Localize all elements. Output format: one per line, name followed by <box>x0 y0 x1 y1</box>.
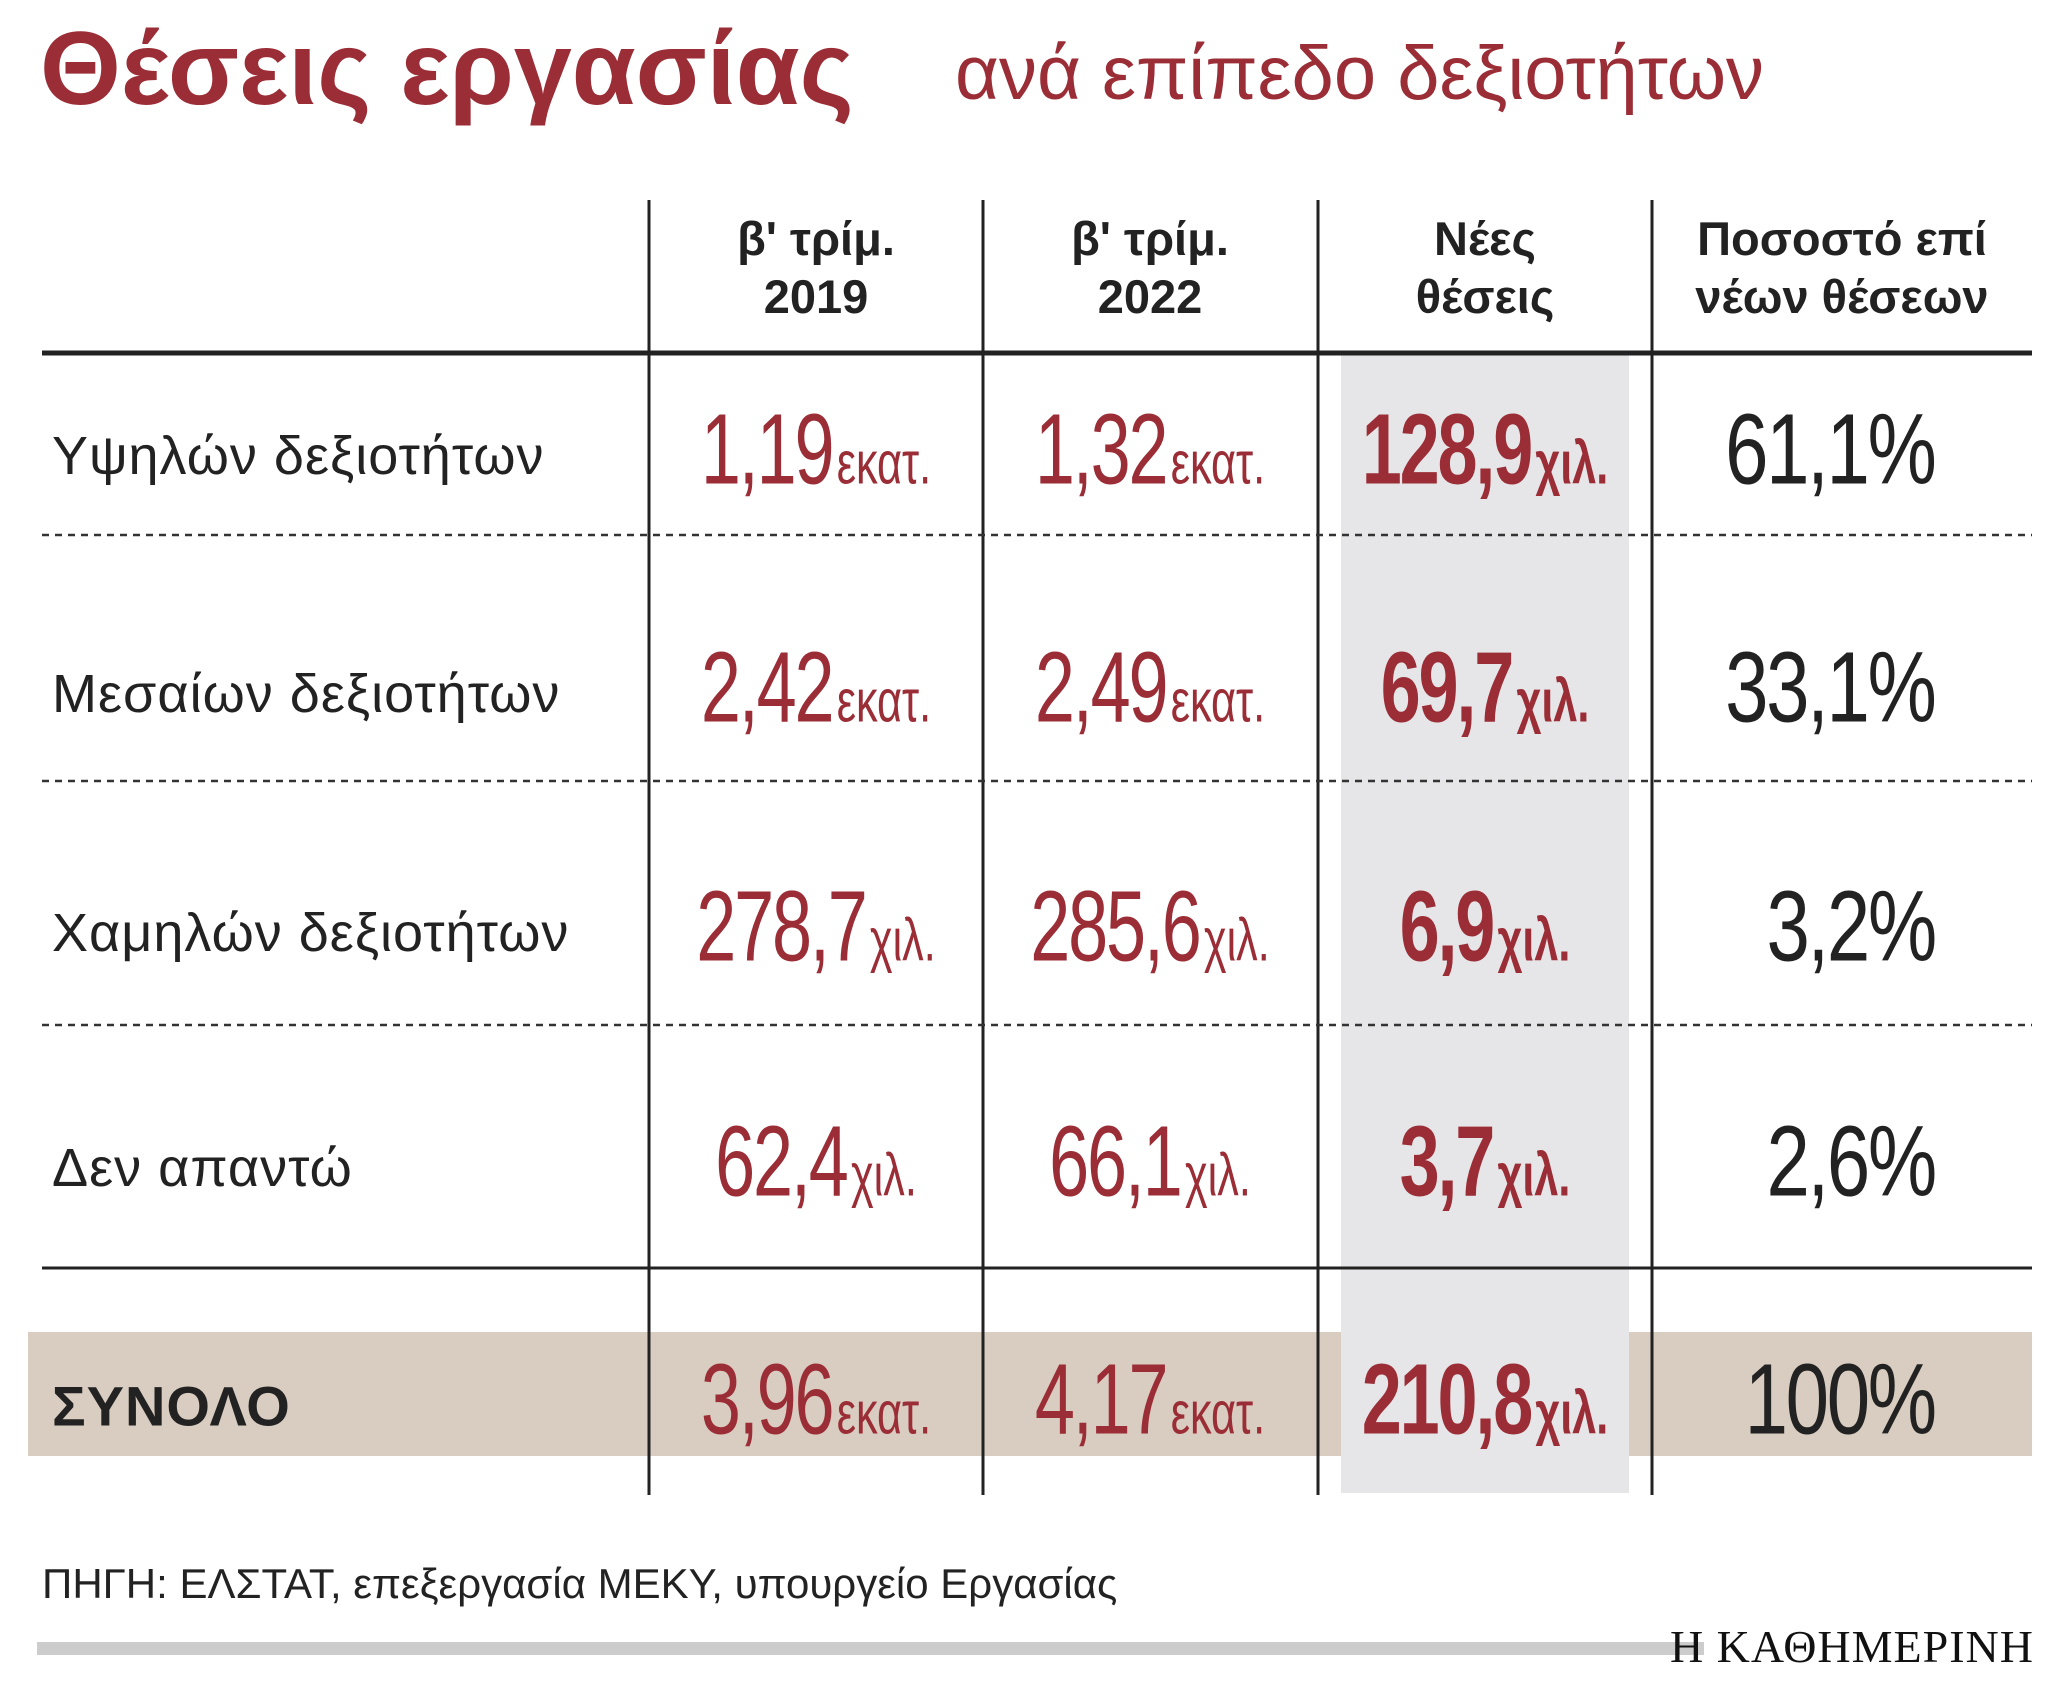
cell-value: 1,19 <box>700 393 835 506</box>
header-line: νέων θέσεων <box>1695 270 1989 323</box>
footer-bar <box>37 1642 1704 1655</box>
cell: 1,32εκατ. <box>1035 393 1265 508</box>
cell-value: 69,7 <box>1380 631 1515 744</box>
header-line: 2022 <box>1097 270 1203 323</box>
highlight-column <box>1341 353 1629 1493</box>
header-line: Νέες <box>1434 212 1536 265</box>
cell-unit: χιλ. <box>1535 429 1609 497</box>
cell-unit: χιλ. <box>1497 906 1571 974</box>
column-header: β' τρίμ. 2019 <box>737 210 895 326</box>
column-header: Νέες θέσεις <box>1416 210 1555 326</box>
cell-unit: χιλ. <box>1516 667 1590 735</box>
cell-unit: χιλ. <box>1535 1379 1609 1447</box>
cell-value: 66,1 <box>1049 1105 1183 1218</box>
cell: 4,17εκατ. <box>1035 1343 1265 1458</box>
header-line: θέσεις <box>1415 270 1555 323</box>
cell-unit: χιλ. <box>1497 1141 1571 1209</box>
cell: 2,49εκατ. <box>1035 631 1265 746</box>
cell-unit: εκατ. <box>1170 1379 1266 1447</box>
cell: 6,9χιλ. <box>1400 870 1571 985</box>
cell: 3,2% <box>1766 870 1938 985</box>
cell: 2,6% <box>1766 1105 1938 1220</box>
cell: 66,1χιλ. <box>1049 1105 1251 1220</box>
brand: Η ΚΑΘΗΜΕΡΙΝΗ <box>1669 1621 2034 1672</box>
header-line: 2019 <box>763 270 869 323</box>
cell-value: 3,7 <box>1399 1105 1496 1218</box>
total-band <box>1629 1332 2032 1456</box>
row-label: ΣΥΝΟΛΟ <box>52 1374 291 1438</box>
cell: 210,8χιλ. <box>1362 1343 1609 1458</box>
cell: 285,6χιλ. <box>1030 870 1270 985</box>
cell: 2,42εκατ. <box>701 631 931 746</box>
cell: 128,9χιλ. <box>1362 393 1609 508</box>
row-label: Δεν απαντώ <box>52 1138 353 1198</box>
cell-unit: εκατ. <box>1170 429 1266 497</box>
row-label: Χαμηλών δεξιοτήτων <box>52 903 570 963</box>
cell-unit: χιλ. <box>1184 1141 1251 1209</box>
row-label: Μεσαίων δεξιοτήτων <box>52 664 561 724</box>
cell-value: 6,9 <box>1399 870 1496 983</box>
cell: 3,96εκατ. <box>701 1343 931 1458</box>
cell: 33,1% <box>1725 631 1938 746</box>
cell: 69,7χιλ. <box>1381 631 1590 746</box>
cell-value: 278,7 <box>696 870 868 983</box>
title: Θέσεις εργασίας <box>40 11 854 127</box>
header-line: β' τρίμ. <box>737 212 895 265</box>
cell-value: 61,1% <box>1725 393 1938 506</box>
cell-value: 3,96 <box>700 1343 835 1456</box>
cell: 61,1% <box>1725 393 1938 508</box>
row-separators <box>42 533 2032 1027</box>
header-line: Ποσοστό επί <box>1697 212 1987 265</box>
column-header: Ποσοστό επί νέων θέσεων <box>1695 210 1988 326</box>
source-note: ΠΗΓΗ: ΕΛΣΤΑΤ, επεξεργασία ΜΕΚΥ, υπουργεί… <box>42 1560 1118 1607</box>
cell-value: 2,42 <box>700 631 835 744</box>
cell-value: 2,49 <box>1034 631 1169 744</box>
cell-unit: εκατ. <box>836 667 932 735</box>
cell-value: 100% <box>1744 1343 1937 1456</box>
cell-value: 2,6% <box>1766 1105 1938 1218</box>
header-line: β' τρίμ. <box>1071 212 1229 265</box>
cell-value: 62,4 <box>715 1105 849 1218</box>
cell-value: 1,32 <box>1034 393 1169 506</box>
cell-value: 128,9 <box>1361 393 1534 506</box>
cell-unit: χιλ. <box>850 1141 917 1209</box>
column-separators <box>647 200 1654 1495</box>
cell: 1,19εκατ. <box>701 393 931 508</box>
cell-value: 4,17 <box>1034 1343 1169 1456</box>
cell-unit: χιλ. <box>1203 906 1270 974</box>
column-header: β' τρίμ. 2022 <box>1071 210 1229 326</box>
total-band <box>28 1332 1341 1456</box>
cell-value: 285,6 <box>1030 870 1202 983</box>
cell-unit: εκατ. <box>836 429 932 497</box>
cell-value: 33,1% <box>1725 631 1938 744</box>
cell-unit: εκατ. <box>1170 667 1266 735</box>
cell: 62,4χιλ. <box>715 1105 917 1220</box>
cell: 278,7χιλ. <box>696 870 936 985</box>
row-label: Υψηλών δεξιοτήτων <box>52 426 545 486</box>
subtitle: ανά επίπεδο δεξιοτήτων <box>955 31 1765 116</box>
cell: 3,7χιλ. <box>1400 1105 1571 1220</box>
cell-value: 3,2% <box>1766 870 1938 983</box>
cell-value: 210,8 <box>1361 1343 1534 1456</box>
cell-unit: χιλ. <box>869 906 936 974</box>
cell: 100% <box>1744 1343 1937 1458</box>
cell-unit: εκατ. <box>836 1379 932 1447</box>
